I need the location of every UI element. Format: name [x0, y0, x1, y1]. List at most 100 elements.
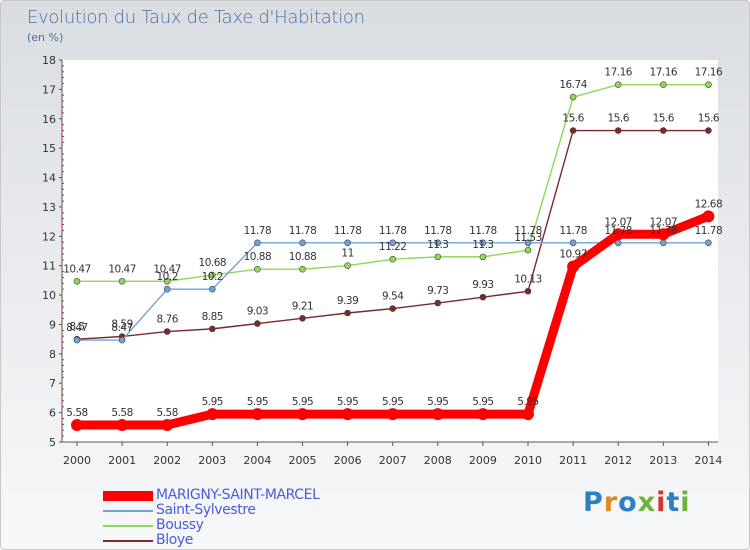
data-label-saint-sylvestre: 11.78	[514, 225, 542, 237]
data-point-saint-sylvestre	[344, 239, 351, 247]
data-point-bloye	[163, 328, 171, 335]
data-label-marigny-saint-marcel: 5.95	[202, 396, 223, 408]
data-label-bloye: 9.21	[292, 300, 313, 312]
data-label-saint-sylvestre: 11.78	[469, 225, 497, 237]
data-label-marigny-saint-marcel: 12.07	[604, 216, 632, 228]
data-label-marigny-saint-marcel: 5.95	[517, 396, 538, 408]
data-point-saint-sylvestre	[479, 239, 487, 247]
data-label-bloye: 15.6	[653, 113, 675, 125]
data-point-bloye	[344, 309, 351, 317]
data-label-marigny-saint-marcel: 5.95	[247, 396, 268, 408]
data-point-saint-sylvestre	[299, 239, 306, 247]
data-point-boussy	[73, 277, 81, 285]
y-tick-label: 5	[49, 436, 56, 449]
x-tick-label: 2011	[559, 454, 587, 467]
data-label-bloye: 8.59	[111, 319, 132, 331]
data-point-marigny-saint-marcel	[702, 210, 715, 223]
data-point-saint-sylvestre	[659, 239, 667, 247]
logo-letter: r	[603, 487, 619, 518]
data-label-boussy: 10.88	[289, 251, 317, 263]
legend-swatch-marigny-saint-marcel	[103, 490, 153, 501]
data-label-bloye: 9.93	[472, 279, 493, 291]
data-label-boussy: 11.53	[514, 232, 542, 244]
data-label-bloye: 8.5	[69, 321, 84, 333]
data-point-bloye	[614, 127, 622, 134]
data-label-boussy: 11.3	[472, 239, 493, 251]
data-label-marigny-saint-marcel: 5.95	[472, 396, 493, 408]
data-label-saint-sylvestre: 11.78	[559, 225, 587, 237]
data-label-boussy: 10.47	[108, 263, 136, 275]
logo-letter: t	[666, 487, 681, 518]
data-point-bloye	[524, 287, 532, 295]
data-label-boussy: 17.16	[650, 67, 678, 79]
x-tick-label: 2010	[514, 454, 542, 467]
data-label-saint-sylvestre: 11.78	[424, 225, 452, 237]
data-label-boussy: 10.47	[63, 263, 91, 275]
y-tick-label: 18	[42, 54, 56, 67]
legend-label-saint-sylvestre: Saint-Sylvestre	[156, 502, 256, 518]
data-point-marigny-saint-marcel	[657, 228, 670, 241]
data-point-boussy	[524, 246, 532, 254]
data-point-boussy	[344, 262, 351, 269]
x-tick-label: 2008	[424, 454, 452, 467]
data-point-marigny-saint-marcel	[296, 408, 309, 421]
data-label-boussy: 17.16	[604, 67, 632, 79]
data-point-marigny-saint-marcel	[206, 408, 219, 421]
data-point-bloye	[389, 305, 397, 312]
data-point-bloye	[479, 293, 487, 301]
legend-label-bloye: Bloye	[156, 532, 193, 548]
data-label-saint-sylvestre: 10.2	[202, 271, 223, 283]
data-label-saint-sylvestre: 10.2	[157, 271, 178, 283]
logo-letter: o	[618, 487, 638, 518]
data-label-saint-sylvestre: 11.78	[244, 225, 272, 237]
data-point-boussy	[569, 93, 577, 101]
legend-swatch-boussy	[103, 524, 153, 527]
data-label-boussy: 10.47	[153, 263, 181, 275]
y-tick-label: 10	[42, 289, 56, 302]
data-label-boussy: 17.16	[695, 67, 723, 79]
data-point-saint-sylvestre	[569, 239, 577, 247]
y-tick-label: 12	[42, 230, 56, 243]
data-point-bloye	[434, 299, 442, 307]
x-tick-label: 2000	[63, 454, 91, 467]
data-label-boussy: 11.3	[427, 239, 448, 251]
x-tick-label: 2004	[243, 454, 271, 467]
data-label-bloye: 8.85	[202, 311, 223, 323]
data-point-bloye	[569, 127, 577, 134]
data-point-boussy	[705, 81, 712, 88]
proxiti-logo: Proxiti	[583, 487, 691, 518]
data-point-boussy	[209, 271, 216, 279]
data-point-marigny-saint-marcel	[251, 408, 264, 421]
data-point-marigny-saint-marcel	[612, 228, 625, 241]
x-tick-label: 2005	[289, 454, 317, 467]
data-label-marigny-saint-marcel: 5.58	[111, 407, 132, 419]
data-point-saint-sylvestre	[705, 239, 712, 247]
data-point-marigny-saint-marcel	[341, 408, 354, 421]
y-tick-label: 15	[42, 142, 56, 155]
data-label-boussy: 11	[341, 248, 353, 260]
data-point-saint-sylvestre	[389, 239, 397, 247]
plot-area	[62, 60, 718, 442]
chart-unit-label: (en %)	[27, 31, 64, 44]
data-label-bloye: 15.6	[562, 113, 584, 125]
data-label-marigny-saint-marcel: 5.58	[66, 407, 87, 419]
data-point-marigny-saint-marcel	[431, 408, 444, 421]
data-point-bloye	[299, 314, 306, 322]
data-label-bloye: 9.73	[427, 285, 448, 297]
data-label-bloye: 9.39	[337, 295, 358, 307]
data-label-bloye: 9.54	[382, 291, 404, 303]
y-tick-label: 16	[42, 113, 56, 126]
data-label-marigny-saint-marcel: 5.95	[292, 396, 313, 408]
data-point-marigny-saint-marcel	[161, 418, 174, 431]
data-label-bloye: 15.6	[608, 113, 630, 125]
x-tick-label: 2007	[379, 454, 407, 467]
data-label-saint-sylvestre: 11.78	[650, 225, 678, 237]
legend-label-marigny-saint-marcel: MARIGNY-SAINT-MARCEL	[156, 487, 320, 503]
data-label-bloye: 10.13	[514, 273, 542, 285]
x-tick-label: 2006	[334, 454, 362, 467]
x-tick-label: 2012	[604, 454, 632, 467]
data-point-saint-sylvestre	[73, 336, 81, 344]
data-point-boussy	[479, 253, 487, 261]
data-label-saint-sylvestre: 11.78	[604, 225, 632, 237]
